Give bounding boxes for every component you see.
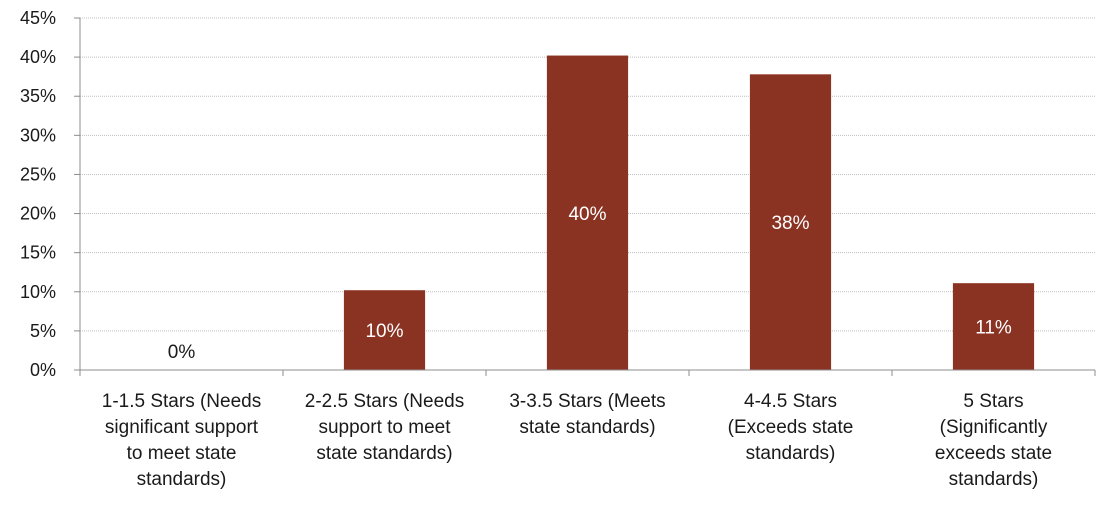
- category-label-line: (Significantly: [940, 417, 1048, 438]
- category-label: 2-2.5 Stars (Needs support to meet state s…: [305, 391, 464, 464]
- y-tick-label: 5%: [30, 321, 56, 341]
- data-label: 38%: [771, 213, 809, 234]
- y-tick-label: 25%: [20, 164, 56, 184]
- bar: [952, 283, 1035, 370]
- y-axis-tick-labels: 0% 5% 10% 15% 20% 25% 30% 35% 40% 45%: [20, 8, 56, 380]
- y-tick-label: 20%: [20, 204, 56, 224]
- y-tick-label: 40%: [20, 47, 56, 67]
- axes: [74, 17, 1096, 376]
- bars: [343, 55, 1035, 371]
- category-label-line: 4-4.5 Stars: [744, 391, 837, 412]
- y-tick-label: 10%: [20, 282, 56, 302]
- y-tick-label: 35%: [20, 86, 56, 106]
- category-label-line: standards): [746, 443, 836, 464]
- category-label-line: support to meet: [318, 417, 451, 438]
- y-tick-label: 30%: [20, 125, 56, 145]
- category-label-line: 2-2.5 Stars (Needs: [305, 391, 464, 412]
- category-label: 5 Stars (Significantly exceeds state standa…: [935, 391, 1052, 490]
- x-axis-category-labels: 1-1.5 Stars (Needs significant support to …: [102, 391, 1052, 490]
- y-tick-label: 0%: [30, 360, 56, 380]
- bar: [343, 290, 426, 370]
- category-label-line: significant support: [105, 417, 259, 438]
- y-tick-label: 45%: [20, 8, 56, 28]
- category-label-line: standards): [137, 469, 227, 490]
- category-label-line: exceeds state: [935, 443, 1052, 464]
- category-label-line: standards): [949, 469, 1039, 490]
- category-label-line: 5 Stars: [963, 391, 1023, 412]
- category-label-line: (Exceeds state: [728, 417, 854, 438]
- bar: [749, 74, 832, 370]
- bar: [546, 55, 629, 371]
- y-tick-label: 15%: [20, 243, 56, 263]
- category-label: 1-1.5 Stars (Needs significant support to …: [102, 391, 261, 490]
- data-label: 40%: [568, 204, 606, 225]
- data-label: 10%: [365, 321, 403, 342]
- category-label: 3-3.5 Stars (Meets state standards): [509, 391, 665, 438]
- category-label: 4-4.5 Stars (Exceeds state standards): [728, 391, 854, 464]
- category-label-line: 3-3.5 Stars (Meets: [509, 391, 665, 412]
- category-label-line: 1-1.5 Stars (Needs: [102, 391, 261, 412]
- category-label-line: to meet state: [127, 443, 237, 464]
- category-label-line: state standards): [316, 443, 452, 464]
- data-label: 11%: [975, 318, 1012, 339]
- data-label: 0%: [168, 342, 196, 363]
- category-label-line: state standards): [519, 417, 655, 438]
- data-labels: 0% 10% 40% 38% 11%: [168, 204, 1012, 363]
